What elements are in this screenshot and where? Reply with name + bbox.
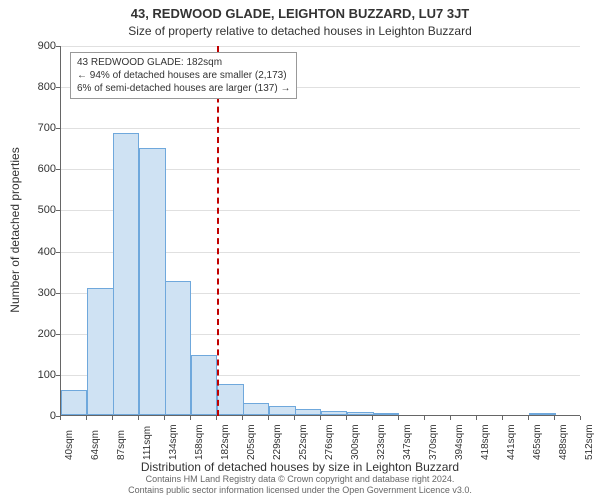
- x-tick-mark: [294, 416, 295, 420]
- x-tick-mark: [398, 416, 399, 420]
- histogram-bar: [347, 412, 373, 415]
- histogram-bar: [529, 413, 555, 415]
- annotation-box: 43 REDWOOD GLADE: 182sqm← 94% of detache…: [70, 52, 297, 99]
- x-tick-label: 465sqm: [532, 424, 543, 460]
- histogram-bar: [113, 133, 139, 415]
- x-tick-mark: [346, 416, 347, 420]
- x-tick-mark: [372, 416, 373, 420]
- x-tick-label: 40sqm: [64, 430, 75, 460]
- y-tick-label: 400: [16, 246, 56, 258]
- x-tick-mark: [554, 416, 555, 420]
- x-tick-label: 300sqm: [350, 424, 361, 460]
- y-tick-label: 200: [16, 328, 56, 340]
- x-tick-mark: [190, 416, 191, 420]
- y-tick-mark: [56, 169, 60, 170]
- reference-marker-line: [217, 46, 219, 416]
- x-tick-mark: [580, 416, 581, 420]
- x-tick-label: 394sqm: [454, 424, 465, 460]
- y-tick-mark: [56, 252, 60, 253]
- y-tick-label: 300: [16, 287, 56, 299]
- histogram-bar: [243, 403, 269, 415]
- histogram-bar: [87, 288, 113, 415]
- plot-area: [60, 46, 580, 416]
- histogram-bar: [61, 390, 87, 415]
- x-tick-label: 323sqm: [376, 424, 387, 460]
- x-tick-label: 205sqm: [246, 424, 257, 460]
- x-tick-mark: [86, 416, 87, 420]
- chart-subtitle: Size of property relative to detached ho…: [0, 24, 600, 38]
- x-tick-mark: [60, 416, 61, 420]
- x-tick-label: 87sqm: [116, 430, 127, 460]
- histogram-bar: [165, 281, 191, 415]
- annotation-line: 43 REDWOOD GLADE: 182sqm: [77, 56, 290, 69]
- y-tick-label: 700: [16, 122, 56, 134]
- chart-container: { "title": "43, REDWOOD GLADE, LEIGHTON …: [0, 0, 600, 500]
- y-tick-label: 600: [16, 163, 56, 175]
- x-tick-mark: [320, 416, 321, 420]
- x-tick-label: 370sqm: [428, 424, 439, 460]
- y-tick-label: 0: [16, 410, 56, 422]
- x-tick-label: 111sqm: [142, 426, 153, 460]
- x-tick-label: 252sqm: [298, 424, 309, 460]
- y-tick-mark: [56, 87, 60, 88]
- x-tick-mark: [476, 416, 477, 420]
- histogram-bar: [295, 409, 321, 415]
- y-tick-mark: [56, 375, 60, 376]
- x-axis-label: Distribution of detached houses by size …: [0, 460, 600, 474]
- annotation-line: 6% of semi-detached houses are larger (1…: [77, 82, 290, 95]
- x-tick-mark: [424, 416, 425, 420]
- annotation-line: ← 94% of detached houses are smaller (2,…: [77, 69, 290, 82]
- histogram-bar: [269, 406, 295, 415]
- x-tick-mark: [502, 416, 503, 420]
- gridline: [61, 46, 580, 47]
- x-tick-mark: [138, 416, 139, 420]
- x-tick-label: 347sqm: [402, 424, 413, 460]
- x-tick-label: 229sqm: [272, 424, 283, 460]
- footer-line-2: Contains public sector information licen…: [128, 485, 472, 495]
- histogram-bar: [139, 148, 165, 415]
- y-tick-mark: [56, 293, 60, 294]
- y-tick-label: 500: [16, 204, 56, 216]
- chart-title: 43, REDWOOD GLADE, LEIGHTON BUZZARD, LU7…: [0, 6, 600, 21]
- y-tick-mark: [56, 210, 60, 211]
- histogram-bar: [191, 355, 217, 415]
- x-tick-label: 488sqm: [558, 424, 569, 460]
- footer-line-1: Contains HM Land Registry data © Crown c…: [146, 474, 455, 484]
- x-tick-label: 64sqm: [90, 430, 101, 460]
- x-tick-mark: [112, 416, 113, 420]
- x-tick-label: 512sqm: [584, 424, 595, 460]
- histogram-bar: [217, 384, 243, 415]
- x-tick-label: 418sqm: [480, 424, 491, 460]
- x-tick-label: 134sqm: [168, 424, 179, 460]
- x-tick-label: 441sqm: [506, 424, 517, 460]
- x-tick-label: 276sqm: [324, 424, 335, 460]
- y-tick-label: 900: [16, 40, 56, 52]
- x-tick-mark: [268, 416, 269, 420]
- y-tick-label: 800: [16, 81, 56, 93]
- x-tick-mark: [450, 416, 451, 420]
- footer-attribution: Contains HM Land Registry data © Crown c…: [0, 474, 600, 496]
- x-tick-mark: [528, 416, 529, 420]
- x-tick-mark: [242, 416, 243, 420]
- y-tick-mark: [56, 128, 60, 129]
- histogram-bar: [321, 411, 347, 415]
- x-tick-mark: [164, 416, 165, 420]
- y-tick-mark: [56, 46, 60, 47]
- y-tick-mark: [56, 334, 60, 335]
- gridline: [61, 128, 580, 129]
- x-tick-label: 182sqm: [220, 424, 231, 460]
- x-tick-mark: [216, 416, 217, 420]
- y-tick-label: 100: [16, 369, 56, 381]
- histogram-bar: [373, 413, 399, 415]
- x-tick-label: 158sqm: [194, 424, 205, 460]
